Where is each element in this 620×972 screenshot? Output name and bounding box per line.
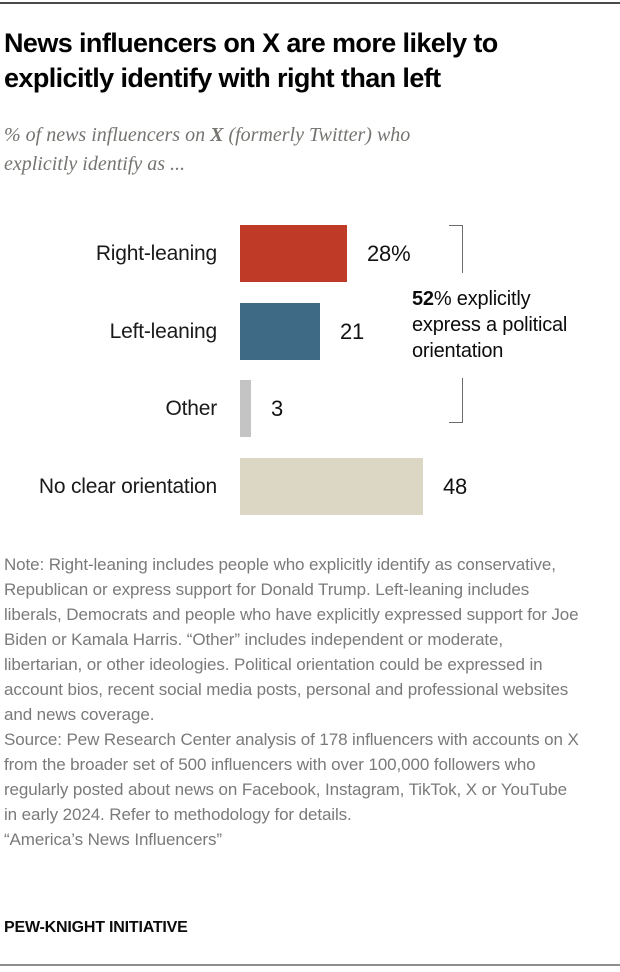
bar-row-left-leaning: Left-leaning 21 bbox=[0, 303, 620, 360]
bar-right-leaning bbox=[240, 225, 347, 282]
page-title: News influencers on X are more likely to… bbox=[4, 26, 616, 96]
bottom-divider bbox=[0, 964, 620, 966]
bracket-top-segment bbox=[449, 225, 463, 273]
top-divider bbox=[0, 2, 620, 4]
bar-no-clear-orientation bbox=[240, 458, 423, 515]
category-label: No clear orientation bbox=[38, 474, 217, 498]
annotation-rest: % explicitly express a political orienta… bbox=[412, 288, 568, 362]
category-label: Left-leaning bbox=[109, 319, 218, 343]
report-title-text: “America’s News Influencers” bbox=[4, 830, 222, 849]
value-label: 21 bbox=[340, 318, 365, 344]
bar-row-other: Other 3 bbox=[0, 380, 620, 437]
subtitle-line-2: explicitly identify as ... bbox=[4, 153, 186, 175]
subtitle-line-1: % of news influencers on X (formerly Twi… bbox=[4, 121, 604, 150]
bar-other bbox=[240, 380, 251, 437]
bar-row-no-clear-orientation: No clear orientation 48 bbox=[0, 458, 620, 515]
chart-subtitle: % of news influencers on X (formerly Twi… bbox=[4, 121, 604, 179]
subtitle-x: X bbox=[210, 124, 224, 146]
value-label: 48 bbox=[443, 473, 468, 499]
source-text: Source: Pew Research Center analysis of … bbox=[4, 730, 579, 824]
category-label: Right-leaning bbox=[95, 241, 217, 265]
bracket-bottom-segment bbox=[449, 378, 463, 423]
title-line-1: News influencers on X are more likely to bbox=[4, 28, 498, 58]
title-line-2: explicitly identify with right than left bbox=[4, 63, 441, 93]
bar-chart: Right-leaning 28% Left-leaning 21 Other … bbox=[0, 225, 620, 530]
annotation-52-percent: 52% explicitly express a political orien… bbox=[412, 286, 602, 364]
value-label: 3 bbox=[271, 395, 284, 421]
notes-block: Note: Right-leaning includes people who … bbox=[4, 552, 582, 852]
note-text: Note: Right-leaning includes people who … bbox=[4, 555, 579, 724]
bar-left-leaning bbox=[240, 303, 320, 360]
value-label: 28% bbox=[367, 240, 411, 266]
pew-knight-initiative-logo: PEW-KNIGHT INITIATIVE bbox=[4, 919, 188, 936]
annotation-bold-value: 52 bbox=[412, 288, 434, 310]
category-label: Other bbox=[165, 396, 217, 420]
subtitle-text: % of news influencers on bbox=[4, 124, 211, 146]
subtitle-text-post: (formerly Twitter) who bbox=[223, 124, 411, 146]
bar-row-right-leaning: Right-leaning 28% bbox=[0, 225, 620, 282]
